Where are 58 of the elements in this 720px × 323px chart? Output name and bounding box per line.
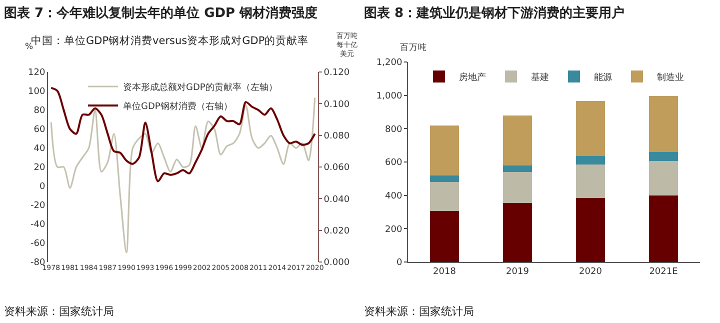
y2-tick-label: 0.020	[324, 226, 350, 236]
bar	[502, 165, 532, 172]
bar	[502, 172, 532, 203]
y2-tick-label: 0.120	[324, 68, 350, 78]
chart-title: 图表 7：今年难以复制去年的单位 GDP 钢材消费强度	[4, 4, 318, 22]
bar	[430, 182, 460, 212]
y-tick-label: -20	[30, 201, 46, 212]
bar	[576, 164, 606, 198]
legend-label: 房地产	[459, 72, 486, 84]
legend-label: 基建	[531, 72, 549, 84]
bar	[502, 202, 532, 262]
y2-tick-label: 0.100	[324, 100, 350, 110]
y2-tick-label: 0.040	[324, 194, 350, 205]
y-tick-label: 1,200	[376, 58, 402, 68]
y-tick-label: 100	[28, 87, 46, 98]
x-tick-label: 2021E	[649, 266, 678, 277]
chart-title: 图表 8：建筑业仍是钢材下游消费的主要用户	[364, 4, 625, 22]
y-tick-label: 40	[34, 144, 46, 154]
y-tick-label: 120	[28, 68, 46, 78]
bar	[576, 156, 606, 164]
y-tick-label: 60	[34, 125, 46, 136]
bar	[576, 101, 606, 156]
bar	[576, 198, 606, 262]
legend-label: 资本形成总额对GDP的贡献率（左轴）	[123, 82, 278, 94]
y2-tick-label: 0.000	[324, 258, 350, 268]
y2-tick-label: 0.060	[324, 163, 350, 174]
line-series	[50, 96, 316, 254]
bar	[648, 161, 678, 196]
x-tick-label: 2020	[579, 266, 602, 277]
y-tick-label: 80	[34, 106, 46, 116]
y-tick-label: 200	[385, 224, 402, 235]
y-tick-label: 20	[34, 163, 46, 174]
bar	[648, 152, 678, 162]
bar	[430, 211, 460, 262]
bar	[430, 175, 460, 182]
y-tick-label: -60	[30, 239, 46, 250]
y-tick-label: 0	[396, 258, 402, 268]
bar	[502, 115, 532, 166]
y-tick-label: 800	[385, 124, 402, 135]
text: 资料来源：国家统计局	[4, 304, 114, 319]
y-tick-label: 1,000	[376, 91, 402, 102]
chart-subtitle: 中国：单位GDP钢材消费versus资本形成对GDP的贡献率	[31, 34, 309, 47]
y-tick-label: 400	[385, 191, 402, 202]
y-axis-title: 百万吨	[400, 42, 427, 53]
text: 资料来源：国家统计局	[364, 304, 474, 319]
y-tick-label: -40	[30, 220, 46, 230]
y-tick-label: 0	[39, 182, 46, 192]
y-tick-label: 600	[385, 158, 402, 168]
legend-label: 制造业	[657, 72, 684, 84]
x-tick-label: 2019	[506, 266, 530, 277]
legend-label: 单位GDP钢材消费（右轴）	[123, 101, 232, 112]
x-tick-label: 2018	[433, 266, 456, 277]
bar	[430, 125, 460, 176]
bar	[648, 96, 678, 152]
legend-label: 能源	[594, 72, 612, 84]
y-axis-title: %	[25, 42, 34, 52]
y2-tick-label: 0.080	[324, 131, 350, 142]
bar	[648, 195, 678, 262]
